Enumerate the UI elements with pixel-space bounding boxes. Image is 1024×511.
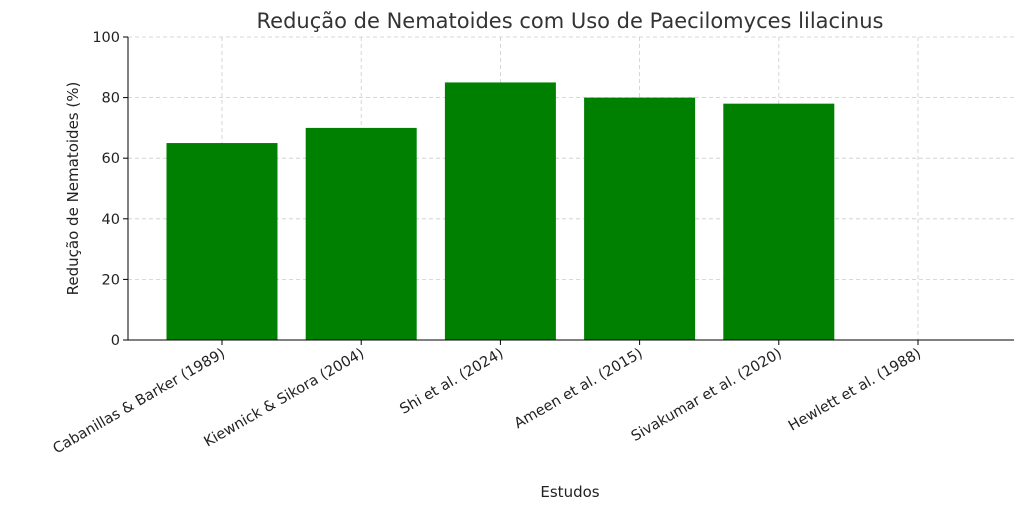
x-tick-label: Kiewnick & Sikora (2004) [202, 346, 368, 451]
y-tick-label: 20 [102, 272, 120, 288]
y-tick-label: 80 [102, 91, 120, 107]
bar [166, 143, 278, 340]
x-tick-label: Hewlett et al. (1988) [786, 346, 924, 435]
axes [127, 37, 1014, 341]
bars [166, 82, 835, 341]
y-ticks: 0 20 40 60 80 100 [92, 30, 128, 349]
x-tick-label: Sivakumar et al. (2020) [629, 346, 785, 445]
x-tick-label: Ameen et al. (2015) [512, 346, 646, 432]
bar [444, 82, 556, 340]
bar [584, 97, 696, 340]
y-axis-label: Redução de Nematoides (%) [64, 82, 82, 296]
chart-title: Redução de Nematoides com Uso de Paecilo… [257, 9, 884, 33]
bar [305, 127, 417, 341]
y-tick-label: 100 [92, 30, 120, 46]
x-tick-label: Shi et al. (2024) [397, 346, 506, 418]
y-tick-label: 0 [111, 333, 120, 349]
x-tick-label: Cabanillas & Barker (1989) [50, 346, 228, 458]
x-axis-label: Estudos [540, 483, 599, 501]
bar [723, 103, 835, 340]
x-ticks: Cabanillas & Barker (1989)Kiewnick & Sik… [50, 340, 924, 457]
y-tick-label: 40 [102, 212, 120, 228]
y-tick-label: 60 [102, 151, 120, 167]
